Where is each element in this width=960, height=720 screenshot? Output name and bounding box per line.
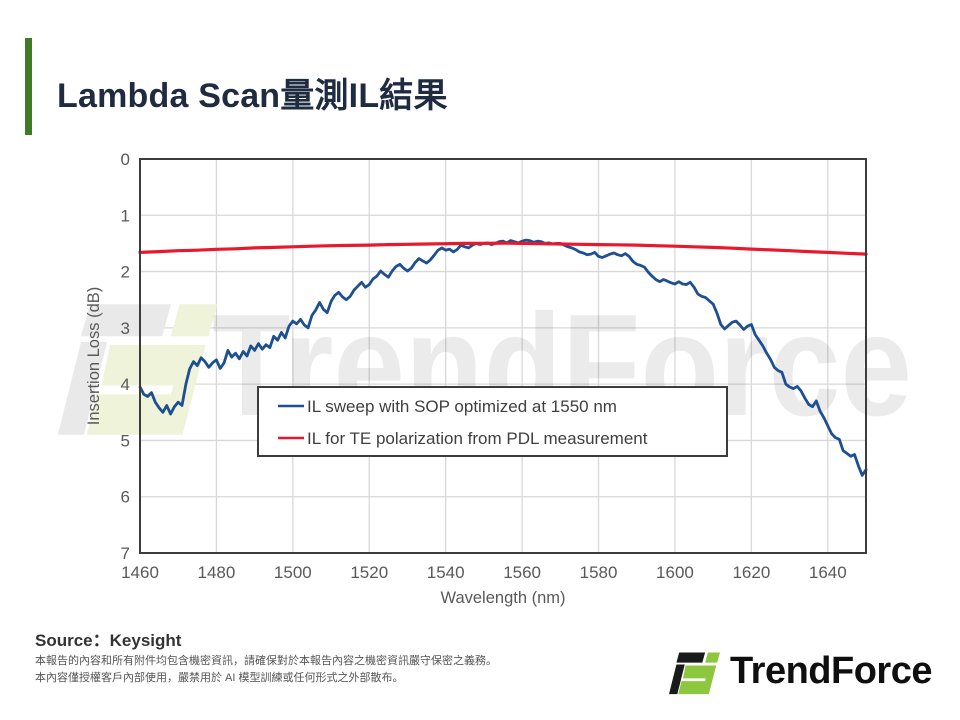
x-tick-label: 1580 [580,563,618,582]
x-tick-label: 1460 [121,563,159,582]
y-tick-label: 4 [121,375,130,394]
y-tick-label: 6 [121,488,130,507]
page-title: Lambda Scan量測IL結果 [57,77,448,115]
x-tick-label: 1620 [732,563,770,582]
disclaimer-line-1: 本報告的內容和所有附件均包含機密資訊，請確保對於本報告內容之機密資訊嚴守保密之義… [35,655,497,667]
x-tick-label: 1640 [809,563,847,582]
title-accent-bar [25,38,32,135]
x-tick-label: 1560 [503,563,541,582]
y-tick-label: 0 [121,150,130,169]
y-tick-label: 7 [121,544,130,563]
x-tick-label: 1540 [427,563,465,582]
source-label: Source：Keysight [35,631,182,650]
disclaimer-line-2: 本內容僅授權客戶內部使用，嚴禁用於 AI 模型訓練或任何形式之外部散布。 [35,672,404,684]
trendforce-logo: TrendForce [667,646,932,696]
y-tick-label: 2 [121,263,130,282]
trendforce-logo-mark [669,652,720,695]
x-axis-title: Wavelength (nm) [440,589,565,607]
x-tick-label: 1500 [274,563,312,582]
legend-box [257,386,728,457]
x-tick-label: 1480 [198,563,236,582]
y-tick-label: 3 [121,319,130,338]
legend-label-1: IL for TE polarization from PDL measurem… [307,429,648,448]
x-tick-label: 1600 [656,563,694,582]
plot-border [139,158,867,554]
y-axis-title: Insertion Loss (dB) [85,287,103,425]
trendforce-logo-text: TrendForce [730,649,932,692]
il-te-series-line [138,241,868,256]
legend-label-0: IL sweep with SOP optimized at 1550 nm [307,397,617,416]
il-chart: TrendForce IL sweep with SOP optimized at… [0,130,960,620]
il-sweep-series-line [138,238,868,477]
y-tick-label: 1 [121,206,130,225]
x-tick-label: 1520 [350,563,388,582]
watermark-logo-mark [57,304,218,435]
trendforce-logo-icon [669,652,720,695]
y-tick-label: 5 [121,431,130,450]
disclaimer-text: 本報告的內容和所有附件均包含機密資訊，請確保對於本報告內容之機密資訊嚴守保密之義… [35,653,497,687]
